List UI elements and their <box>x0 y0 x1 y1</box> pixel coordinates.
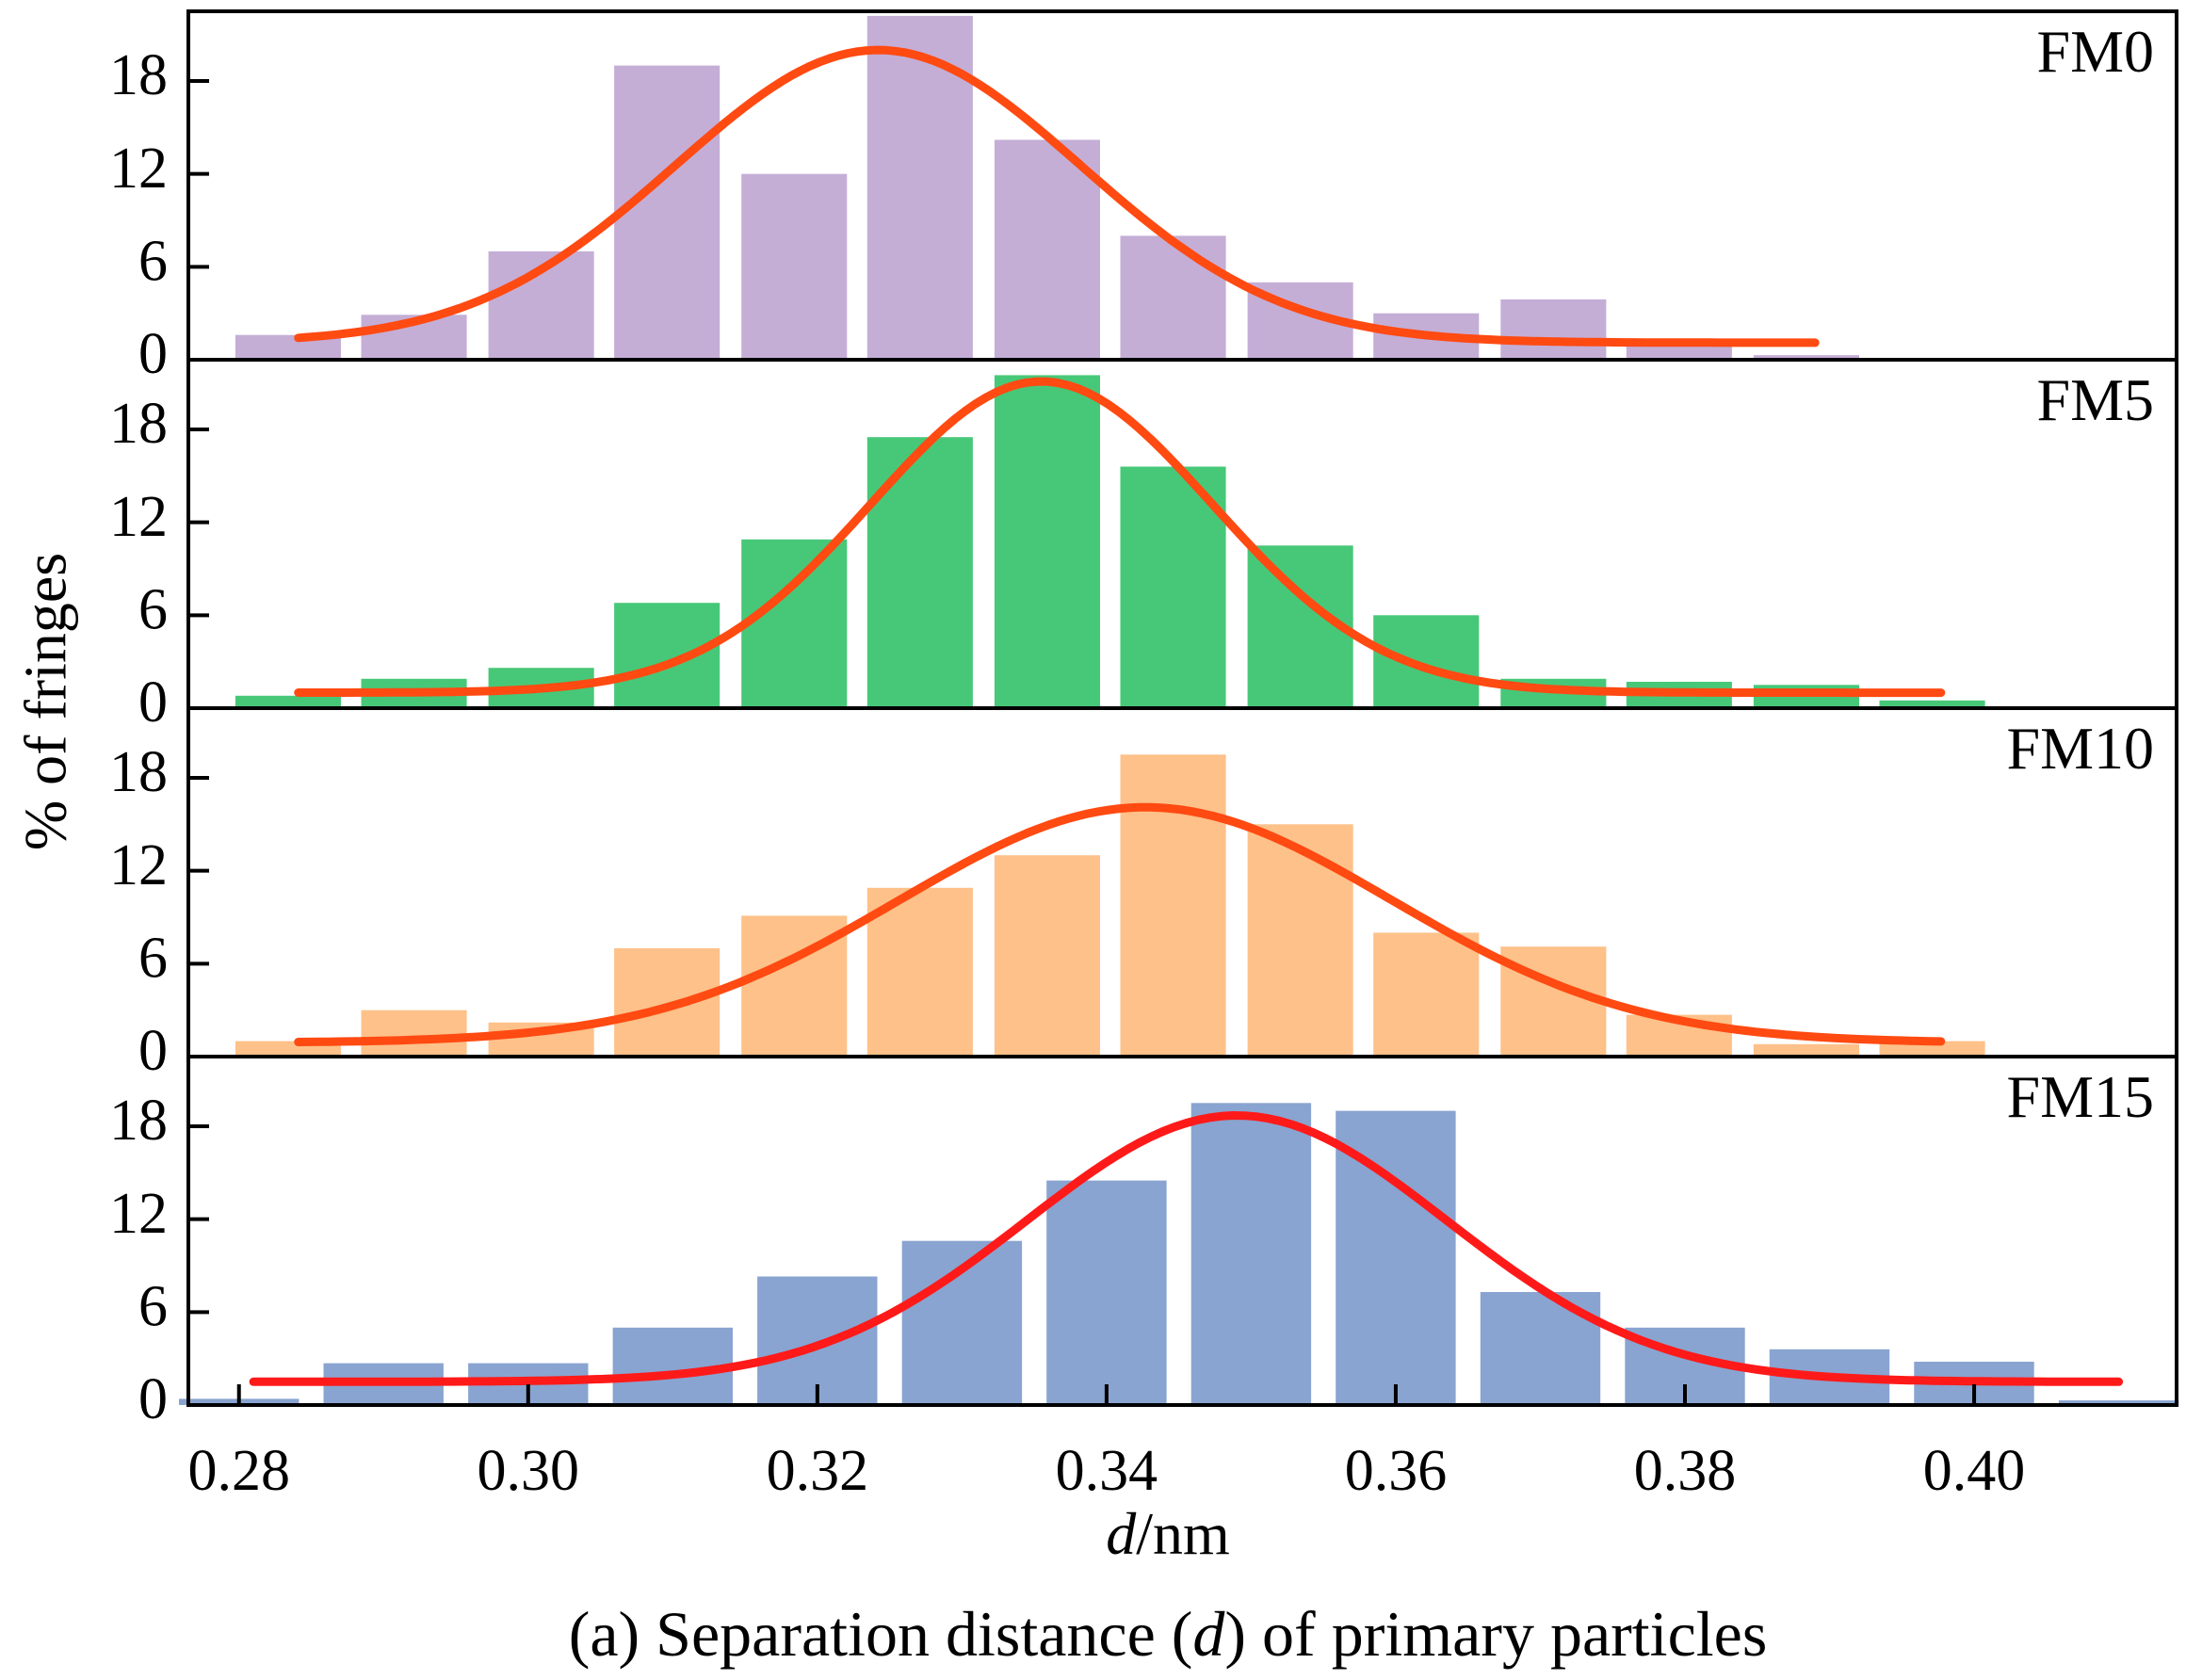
panel-frame <box>186 1055 2178 1407</box>
y-tick-label: 0 <box>138 322 168 386</box>
x-axis: 0.28 0.30 0.32 0.34 0.36 0.38 0.40 <box>187 1384 2025 1503</box>
x-tick-label: 0.34 <box>1056 1439 1158 1503</box>
bar <box>614 947 721 1057</box>
caption-prefix: (a) Separation distance ( <box>569 1598 1193 1670</box>
bar <box>866 887 973 1057</box>
bar <box>1120 235 1226 360</box>
bar <box>741 173 848 360</box>
y-tick-label: 12 <box>109 1182 168 1246</box>
bar <box>235 695 341 708</box>
fit-curve <box>249 1111 2124 1386</box>
x-tick-label: 0.28 <box>187 1439 290 1503</box>
x-tick-label: 0.32 <box>767 1439 869 1503</box>
bar <box>1046 1180 1167 1405</box>
caption-suffix: ) of primary particles <box>1224 1598 1767 1670</box>
y-tick-label: 6 <box>138 1275 168 1339</box>
bar <box>1120 754 1226 1057</box>
panel-label: FM0 <box>2037 18 2155 85</box>
y-tick-label: 0 <box>138 1019 168 1083</box>
bar <box>757 1276 878 1405</box>
bar <box>1753 355 1859 360</box>
bar <box>614 603 721 708</box>
bar <box>994 375 1100 708</box>
panel-fm15: 0 6 12 18 FM15 <box>109 1055 2179 1431</box>
y-tick-label: 6 <box>138 927 168 991</box>
bar <box>1247 824 1353 1057</box>
y-axis-title: % of fringes <box>12 553 79 850</box>
bar <box>994 139 1100 360</box>
y-tick-label: 12 <box>109 137 168 201</box>
x-tick-label: 0.30 <box>478 1439 580 1503</box>
bar <box>866 437 973 708</box>
panels-group: 0 6 12 18 FM0 0 6 12 18 FM5 0 6 12 18 FM10 0 6 12 18 FM15 <box>109 9 2179 1431</box>
y-tick-label: 12 <box>109 833 168 897</box>
bar <box>614 65 721 360</box>
fit-curve <box>294 377 1946 698</box>
bar <box>1373 615 1480 708</box>
y-tick-label: 6 <box>138 230 168 294</box>
panel-fm5: 0 6 12 18 FM5 <box>109 358 2178 735</box>
bar <box>1626 346 1732 360</box>
x-axis-title-variable: d <box>1106 1500 1137 1567</box>
y-tick-label: 18 <box>109 43 168 107</box>
panel-label: FM5 <box>2037 366 2155 433</box>
fit-curve <box>294 45 1820 347</box>
bar <box>2058 1400 2179 1405</box>
bar <box>1753 1043 1859 1057</box>
panel-label: FM15 <box>2007 1063 2155 1130</box>
y-tick-label: 6 <box>138 578 168 642</box>
y-tick-label: 0 <box>138 670 168 735</box>
x-axis-title-unit: /nm <box>1136 1500 1230 1567</box>
bar <box>1500 299 1607 360</box>
y-tick-label: 18 <box>109 392 168 456</box>
caption-variable: d <box>1192 1598 1225 1670</box>
bar <box>1190 1103 1312 1405</box>
panel-fm0: 0 6 12 18 FM0 <box>109 9 2178 386</box>
y-tick-label: 18 <box>109 1089 168 1153</box>
bar <box>1879 700 1985 708</box>
y-tick-label: 0 <box>138 1367 168 1431</box>
bar <box>994 855 1100 1057</box>
panel-fm10: 0 6 12 18 FM10 <box>109 706 2178 1083</box>
x-tick-label: 0.38 <box>1634 1439 1737 1503</box>
x-tick-label: 0.36 <box>1345 1439 1448 1503</box>
bar <box>741 539 848 708</box>
y-tick-label: 18 <box>109 740 168 804</box>
figure-caption: (a) Separation distance (d) of primary p… <box>569 1598 1768 1670</box>
x-tick-label: 0.40 <box>1923 1439 2026 1503</box>
bar <box>1879 1041 1985 1057</box>
bar <box>1373 932 1480 1057</box>
x-axis-title: d/nm <box>1106 1500 1230 1567</box>
fit-curve <box>294 802 1946 1046</box>
bar <box>1120 466 1226 708</box>
bar <box>361 1010 467 1057</box>
panel-label: FM10 <box>2007 715 2155 782</box>
y-tick-label: 12 <box>109 485 168 549</box>
